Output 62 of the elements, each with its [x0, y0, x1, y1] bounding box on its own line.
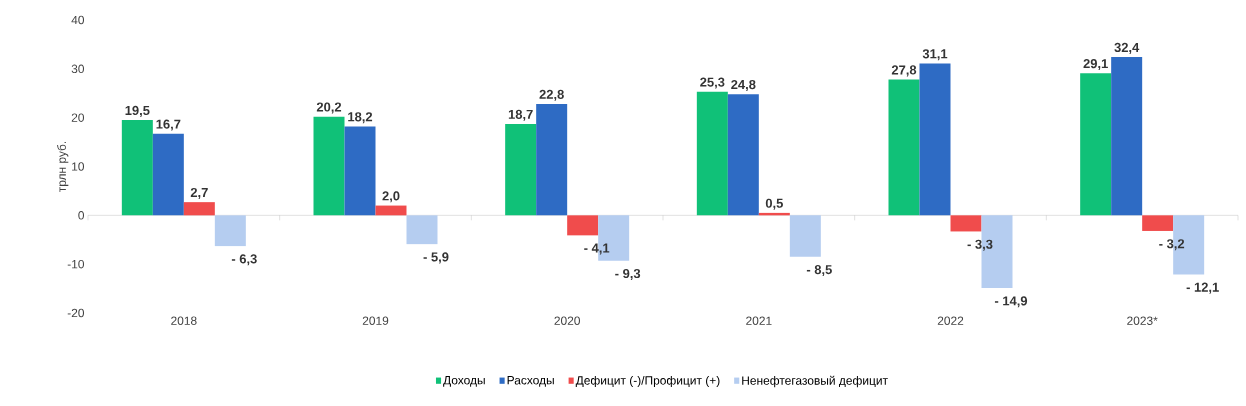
data-label: 32,4 — [1114, 42, 1140, 54]
y-tick-label: 30 — [71, 64, 85, 74]
legend-label: Доходы — [443, 376, 485, 387]
bar — [375, 205, 407, 216]
data-label: 27,8 — [891, 65, 917, 77]
data-label: 25,3 — [700, 77, 725, 89]
x-tick-label: 2019 — [362, 316, 389, 325]
bar — [1111, 57, 1143, 216]
data-label: - 3,3 — [967, 239, 993, 251]
bar — [696, 91, 728, 216]
data-label: 24,8 — [731, 79, 756, 92]
bar — [1142, 215, 1174, 231]
x-tick-label: 2018 — [171, 316, 197, 325]
data-label: - 9,3 — [615, 268, 641, 280]
data-label: 19,5 — [125, 105, 150, 117]
data-label: - 6,3 — [231, 254, 257, 266]
bar — [344, 126, 376, 216]
data-label: 16,7 — [156, 119, 181, 131]
data-label: 31,1 — [922, 49, 948, 61]
data-label: 2,0 — [382, 191, 400, 203]
data-label: 18,2 — [348, 112, 373, 124]
bar — [888, 79, 920, 216]
bar — [183, 202, 215, 216]
x-tick-label: 2020 — [554, 316, 580, 325]
y-axis-title: трлн руб. — [57, 141, 69, 192]
data-label: 29,1 — [1083, 58, 1108, 71]
y-tick-label: -20 — [67, 308, 85, 318]
bar — [121, 120, 153, 216]
x-tick-label: 2022 — [937, 316, 964, 325]
bar — [505, 124, 537, 216]
y-tick-label: 40 — [71, 15, 85, 25]
legend-label: Ненефтегазовый дефицит — [742, 375, 888, 388]
y-tick-label: 20 — [71, 113, 85, 122]
bar — [789, 215, 821, 257]
bar — [536, 103, 568, 216]
y-tick-label: 0 — [78, 211, 85, 220]
data-label: - 5,9 — [423, 252, 449, 264]
bar — [919, 63, 951, 216]
data-label: 18,7 — [508, 109, 533, 121]
bar — [214, 215, 246, 247]
data-label: 0,5 — [765, 198, 783, 210]
bar — [1080, 73, 1112, 216]
bar — [313, 116, 345, 216]
data-label: - 3,2 — [1159, 239, 1185, 251]
data-label: - 12,1 — [1186, 282, 1219, 294]
data-label: 20,2 — [316, 102, 342, 114]
data-label: - 8,5 — [806, 265, 832, 277]
y-tick-label: -10 — [67, 259, 85, 269]
bar — [406, 215, 438, 245]
legend-label: Расходы — [507, 376, 554, 387]
data-label: 22,8 — [539, 89, 564, 101]
x-tick-label: 2023* — [1127, 316, 1158, 325]
data-label: - 4,1 — [584, 243, 610, 255]
bar — [727, 94, 759, 216]
bar — [152, 133, 184, 216]
data-label: - 14,9 — [994, 296, 1028, 308]
y-tick-label: 10 — [72, 162, 85, 171]
bar — [950, 215, 982, 232]
legend-label: Дефицит (-)/Профицит (+) — [575, 375, 720, 388]
data-label: 2,7 — [190, 187, 208, 199]
bar — [567, 215, 599, 236]
x-tick-label: 2021 — [746, 316, 772, 325]
